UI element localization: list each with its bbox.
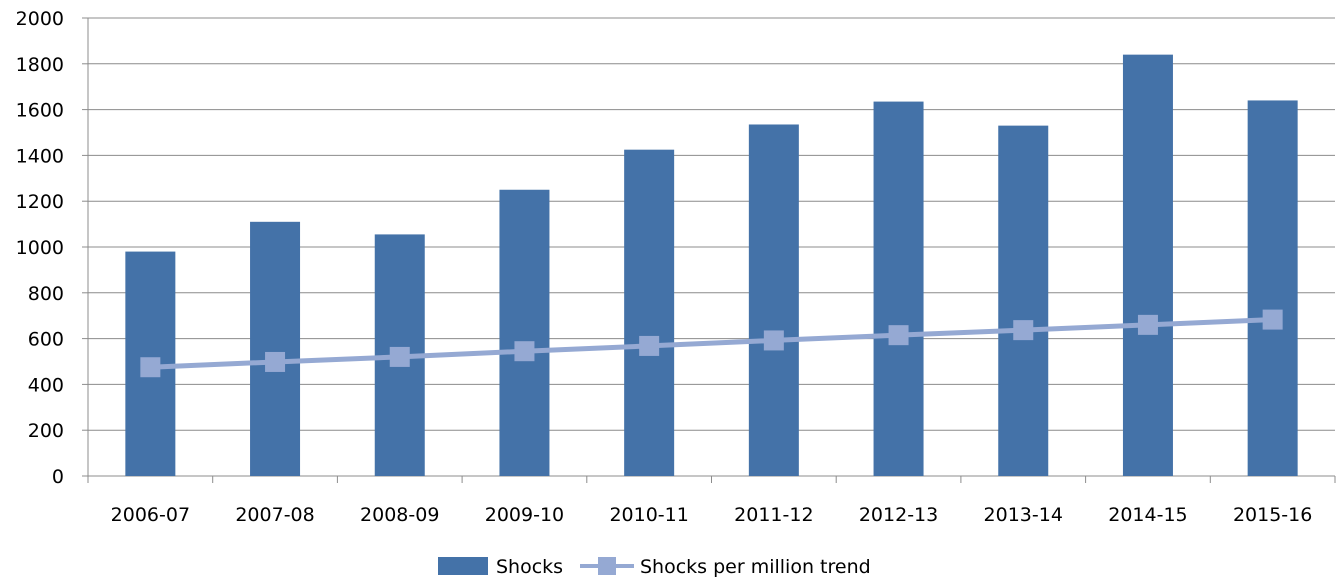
x-tick-label: 2013-14 [984,504,1063,526]
bar-shocks [624,149,675,477]
x-tick-label: 2007-08 [235,504,314,526]
trend-marker [140,357,161,378]
y-tick-label: 1200 [16,191,64,213]
trend-marker [514,341,535,362]
y-tick-label: 600 [28,329,64,351]
bar-shocks [1247,100,1298,476]
legend: Shocks Shocks per million trend [438,556,871,578]
line-series-trend [140,309,1283,378]
x-tick-label: 2011-12 [734,504,813,526]
y-tick-label: 1600 [16,100,64,122]
trend-marker [265,351,286,372]
trend-marker [1262,309,1283,330]
x-tick-label: 2009-10 [485,504,564,526]
trend-marker [1013,320,1034,341]
x-tick-label: 2012-13 [859,504,938,526]
legend-swatch-trend-marker [598,557,616,575]
x-tick-label: 2014-15 [1108,504,1187,526]
legend-label-trend: Shocks per million trend [640,556,871,578]
y-axis: 0 200 400 600 800 1000 1200 1400 1600 1800 2000 [16,8,89,488]
x-tick-label: 2008-09 [360,504,439,526]
trend-line [150,317,1273,370]
x-tick-label: 2010-11 [609,504,688,526]
trend-marker [1137,314,1158,335]
bar-shocks [748,124,799,477]
trend-marker [763,330,784,351]
y-tick-label: 0 [52,466,64,488]
legend-label-shocks: Shocks [496,556,563,578]
x-axis: 2006-07 2007-08 2008-09 2009-10 2010-11 2011-… [87,475,1336,526]
y-tick-label: 2000 [16,8,64,30]
bar-shocks [499,189,550,476]
y-tick-label: 1400 [16,145,64,167]
y-tick-label: 1800 [16,54,64,76]
bar-shocks [250,221,301,476]
trend-marker [389,346,410,367]
legend-swatch-shocks [438,557,488,575]
y-tick-label: 400 [28,374,64,396]
bar-series-shocks [125,54,1298,477]
bar-shocks [998,125,1049,476]
x-tick-label: 2006-07 [111,504,190,526]
bar-shocks [873,101,924,477]
trend-marker [639,335,660,356]
x-tick-label: 2015-16 [1233,504,1312,526]
bar-shocks [1122,54,1173,476]
trend-marker [888,325,909,346]
y-tick-label: 200 [28,420,64,442]
y-tick-label: 1000 [16,237,64,259]
y-tick-label: 800 [28,283,64,305]
